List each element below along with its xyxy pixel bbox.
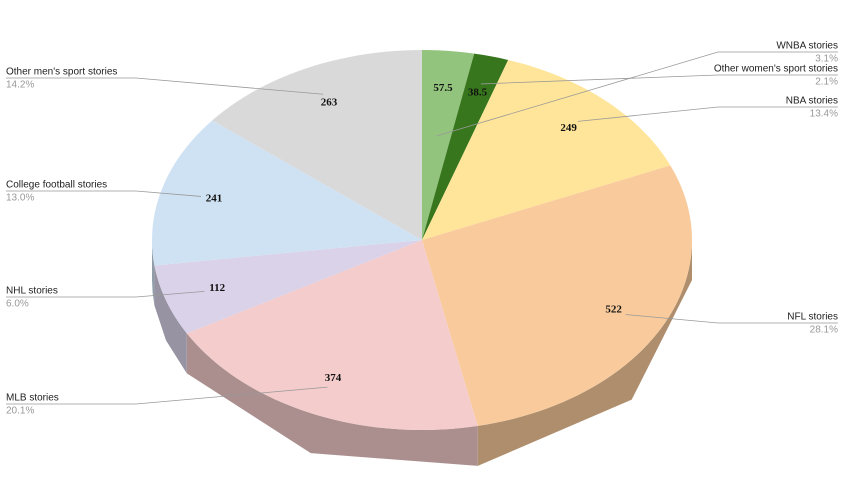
category-label: MLB stories xyxy=(6,393,59,404)
category-label: NBA stories xyxy=(786,96,838,107)
category-label: WNBA stories xyxy=(776,41,838,52)
category-label: NFL stories xyxy=(787,312,838,323)
slice-label: Other men's sport stories 14.2% xyxy=(6,67,324,95)
slice-label: NBA stories 13.4% xyxy=(577,96,838,122)
data-label: 112 xyxy=(209,282,225,294)
slice xyxy=(422,165,692,426)
data-label: 249 xyxy=(560,122,577,134)
leader-line xyxy=(6,386,328,405)
slice xyxy=(212,50,422,240)
leader-line xyxy=(577,106,838,122)
slice-label: Other women's sport stories 2.1% xyxy=(480,64,838,88)
data-label: 263 xyxy=(321,96,338,108)
slice xyxy=(422,50,475,240)
category-label: Other women's sport stories xyxy=(714,64,838,75)
data-label: 57.5 xyxy=(433,82,453,94)
slice-side xyxy=(154,265,187,374)
percent-label: 20.1% xyxy=(6,406,34,417)
category-label: NHL stories xyxy=(6,286,58,297)
leader-line xyxy=(6,190,202,197)
leader-line xyxy=(436,51,838,137)
percent-label: 14.2% xyxy=(6,80,34,91)
slice xyxy=(154,240,422,334)
data-label: 241 xyxy=(206,193,223,205)
slice xyxy=(422,53,509,240)
slice xyxy=(422,59,671,240)
slice-label: NFL stories 28.1% xyxy=(625,312,838,336)
percent-label: 6.0% xyxy=(6,299,29,310)
slice-label: WNBA stories 3.1% xyxy=(436,41,838,137)
category-label: Other men's sport stories xyxy=(6,67,117,78)
percent-label: 3.1% xyxy=(815,54,838,65)
data-label: 374 xyxy=(325,372,342,384)
leader-line xyxy=(625,314,838,324)
slice-side xyxy=(477,240,692,466)
percent-label: 13.0% xyxy=(6,193,34,204)
slice xyxy=(186,240,478,430)
percent-label: 28.1% xyxy=(810,325,838,336)
percent-label: 2.1% xyxy=(815,77,838,88)
data-label: 38.5 xyxy=(468,87,488,99)
data-label: 522 xyxy=(605,304,622,316)
slice-label: College football stories 13.0% xyxy=(6,180,202,204)
leader-line xyxy=(480,74,838,85)
leader-line xyxy=(6,291,205,298)
percent-label: 13.4% xyxy=(810,109,838,120)
slice-label: NHL stories 6.0% xyxy=(6,286,205,310)
slice-side xyxy=(152,240,155,306)
slice-label: MLB stories 20.1% xyxy=(6,386,328,417)
slice-side xyxy=(186,333,478,466)
slice xyxy=(152,120,422,266)
leader-line xyxy=(6,77,324,95)
category-label: College football stories xyxy=(6,180,107,191)
